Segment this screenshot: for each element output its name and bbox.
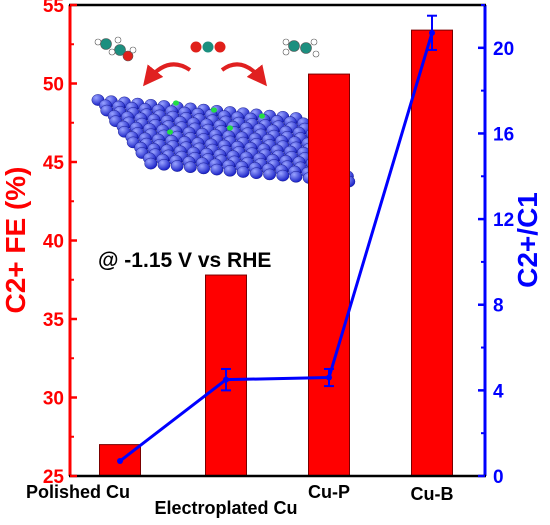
y-tick-label-right: 0 xyxy=(493,467,504,488)
x-tick-label: Polished Cu xyxy=(26,482,130,502)
ratio-point xyxy=(326,374,332,381)
y-axis-title-right: C2+/C1 xyxy=(512,192,543,288)
dopant-atom xyxy=(211,107,217,113)
oxygen-atom xyxy=(190,41,202,53)
dopant-atom xyxy=(173,100,179,106)
condition-annotation: @ -1.15 V vs RHE xyxy=(98,249,271,272)
molecule-atom xyxy=(312,50,320,58)
y-axis-title-left: C2+ FE (%) xyxy=(0,166,31,313)
molecule-atom xyxy=(282,48,290,56)
molecule-atom xyxy=(108,48,116,56)
y-tick-label-left: 40 xyxy=(43,232,64,253)
cu-atom xyxy=(236,166,250,178)
x-tick-label: Cu-P xyxy=(308,482,350,502)
x-tick-label: Cu-B xyxy=(411,484,454,504)
reaction-arrow-left xyxy=(142,62,192,87)
cu-atom xyxy=(276,169,290,182)
y-tick-label-right: 12 xyxy=(493,210,514,231)
cu-atom xyxy=(144,157,158,170)
y-tick-label-left: 55 xyxy=(43,0,65,17)
cu-atom xyxy=(170,160,184,172)
cu-atom xyxy=(249,167,263,179)
dopant-atom xyxy=(259,113,265,119)
cu-atom xyxy=(197,162,211,175)
dopant-atom xyxy=(167,129,173,135)
y-tick-label-left: 25 xyxy=(43,467,65,488)
cu-atom xyxy=(223,164,237,177)
molecule-atom xyxy=(100,38,112,50)
carbon-atom xyxy=(202,41,214,53)
molecule-atom xyxy=(114,36,122,44)
molecule-atom xyxy=(288,40,300,52)
y-tick-label-left: 50 xyxy=(43,75,64,96)
y-tick-label-right: 20 xyxy=(493,39,514,60)
reaction-arrow-right xyxy=(220,62,267,87)
cu-atom xyxy=(263,168,276,181)
cu-atom xyxy=(183,161,197,173)
molecule-atom xyxy=(282,38,290,46)
ratio-point xyxy=(429,29,435,36)
y-tick-label-left: 45 xyxy=(43,153,65,174)
x-tick-label: Electroplated Cu xyxy=(154,498,297,518)
bar xyxy=(411,29,453,477)
cu-atom xyxy=(210,163,224,176)
ratio-line xyxy=(119,32,434,463)
y-tick-label-left: 30 xyxy=(43,389,64,410)
cu-atom xyxy=(157,158,171,171)
y-tick-label-right: 4 xyxy=(493,381,504,402)
dopant-atom xyxy=(227,125,233,131)
molecule-atom xyxy=(310,38,318,46)
ratio-point xyxy=(223,376,229,383)
molecule-atom xyxy=(300,42,312,54)
molecule-atom xyxy=(94,38,102,46)
y-tick-label-right: 16 xyxy=(493,124,514,145)
ratio-point xyxy=(117,458,123,465)
y-tick-label-left: 35 xyxy=(43,310,65,331)
oxygen-atom xyxy=(214,41,226,53)
molecule-atom xyxy=(129,46,137,54)
molecule-atom xyxy=(122,50,134,62)
y-tick-label-right: 8 xyxy=(493,296,504,317)
cu-atom xyxy=(289,170,303,183)
bar xyxy=(308,73,350,477)
